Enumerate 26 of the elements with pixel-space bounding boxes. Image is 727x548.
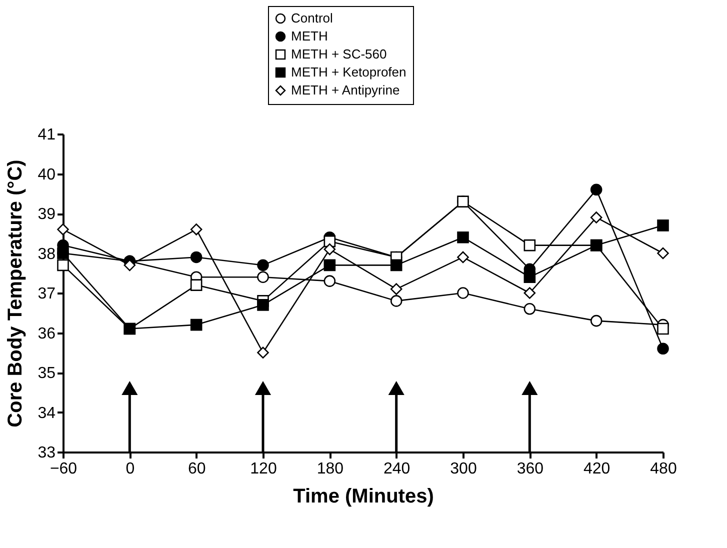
y-axis-title: Core Body Temperature (°C) [4,160,27,428]
legend-label: METH + Ketoprofen [291,64,406,80]
y-tick-label: 41 [38,126,56,144]
x-tick-label: 360 [516,460,544,478]
x-axis-title: Time (Minutes) [293,486,434,508]
y-tick-label: 39 [38,206,56,223]
y-tick-label: 33 [38,444,56,462]
y-tick-label: 36 [38,325,56,342]
x-tick-label: −60 [50,460,78,478]
x-tick-label: 240 [383,460,410,478]
x-tick-label: 300 [450,460,477,478]
x-tick-label: 180 [316,460,344,478]
legend-label: METH [291,28,328,44]
x-tick-label: 60 [188,460,206,478]
y-tick-label: 34 [38,404,56,422]
y-tick-label: 40 [38,166,56,184]
legend-label: METH + Antipyrine [291,82,400,98]
x-tick-label: 120 [250,460,277,478]
legend-label: METH + SC-560 [291,46,387,62]
y-tick-label: 37 [38,286,56,302]
x-tick-label: 420 [583,460,610,478]
y-tick-label: 38 [38,246,56,263]
x-tick-label: 480 [650,460,677,478]
x-tick-label: 0 [126,460,135,478]
y-tick-label: 35 [38,365,56,382]
legend-label: Control [291,10,334,26]
